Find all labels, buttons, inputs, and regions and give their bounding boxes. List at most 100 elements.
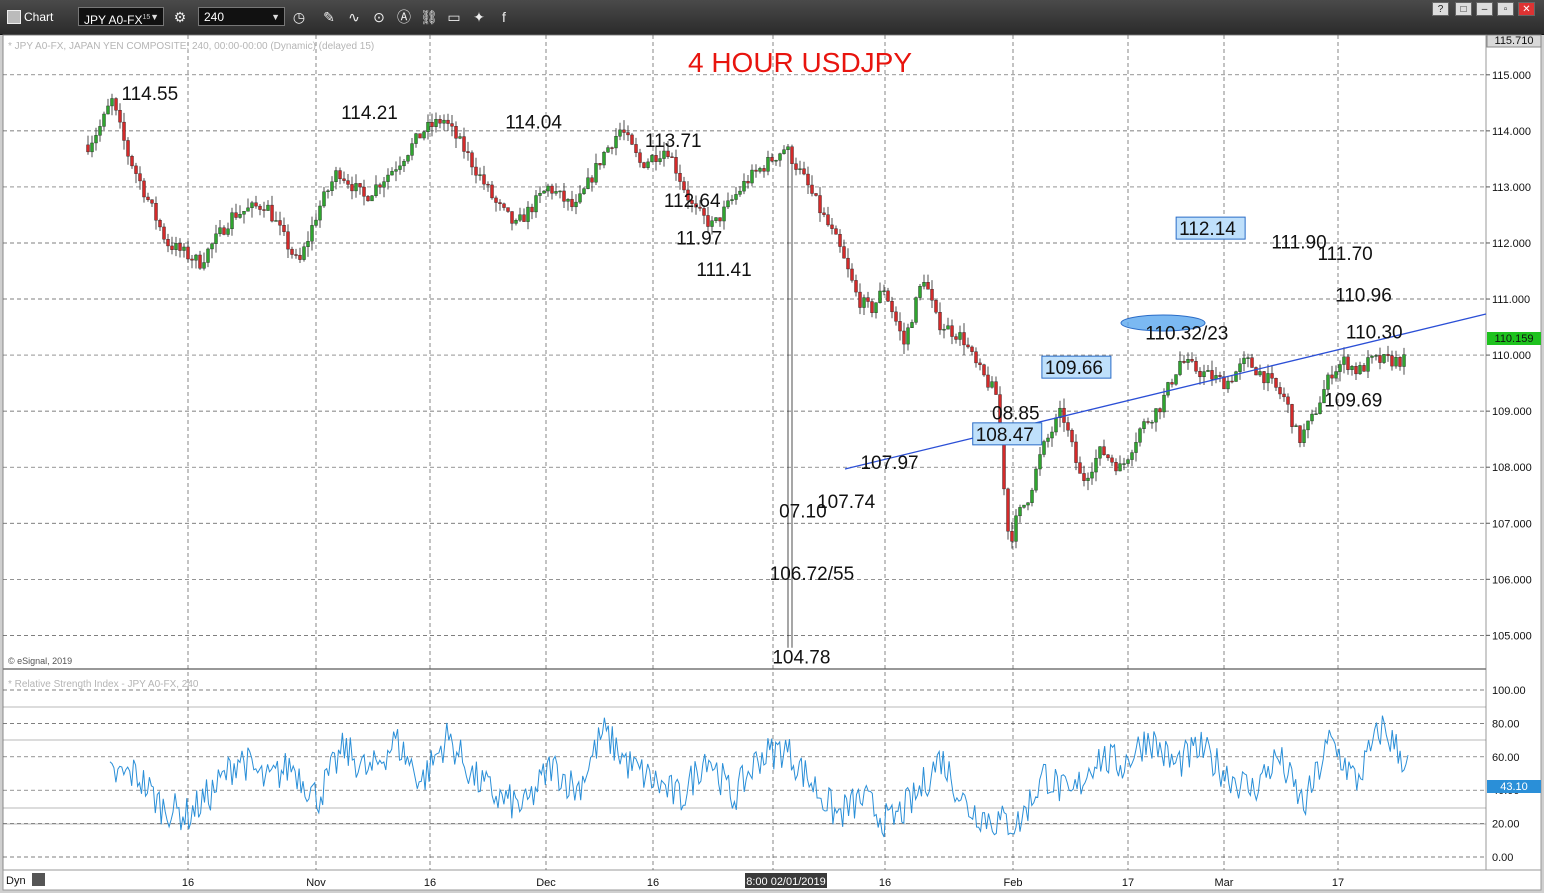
symbol-value: JPY A0-FX bbox=[84, 13, 143, 27]
candle-body bbox=[918, 286, 922, 298]
symbol-superscript: 15 bbox=[142, 14, 151, 21]
price-annotation: 114.21 bbox=[341, 103, 398, 124]
candle-body bbox=[490, 184, 494, 199]
restore-button[interactable]: □ bbox=[1455, 2, 1472, 16]
candle-body bbox=[378, 184, 382, 188]
minimize-button[interactable]: – bbox=[1476, 2, 1493, 16]
candle-body bbox=[1114, 462, 1118, 472]
candle-body bbox=[882, 290, 886, 293]
interval-selector[interactable]: 240 ▼ bbox=[198, 7, 285, 26]
candle-body bbox=[526, 206, 530, 222]
rsi-current-badge bbox=[1487, 780, 1541, 793]
candle-body bbox=[414, 133, 418, 144]
candle-body bbox=[1206, 370, 1210, 372]
alert-icon[interactable]: Ⓐ bbox=[397, 9, 411, 25]
candle-body bbox=[670, 156, 674, 158]
candle-body bbox=[346, 180, 350, 185]
close-button[interactable]: ✕ bbox=[1518, 2, 1535, 16]
candle-body bbox=[562, 190, 566, 202]
candle-body bbox=[206, 248, 210, 263]
candle-body bbox=[1030, 489, 1034, 503]
symbol-selector[interactable]: JPY A0-FX15 ▼ bbox=[78, 7, 164, 27]
candle-body bbox=[366, 196, 370, 202]
candle-body bbox=[990, 381, 994, 388]
chevron-down-icon: ▼ bbox=[150, 12, 159, 22]
candle-body bbox=[1078, 462, 1082, 474]
candle-body bbox=[334, 170, 338, 182]
candle-body bbox=[498, 202, 502, 205]
candle-body bbox=[1186, 359, 1190, 363]
candle-body bbox=[434, 119, 438, 127]
candle-body bbox=[742, 180, 746, 192]
candle-body bbox=[986, 374, 990, 388]
settings-icon[interactable]: ⚙ bbox=[173, 9, 187, 25]
line-style-icon[interactable]: ∿ bbox=[348, 9, 360, 25]
candle-body bbox=[958, 332, 962, 340]
candle-body bbox=[1358, 365, 1362, 375]
candle-body bbox=[754, 169, 758, 172]
candle-body bbox=[1038, 454, 1042, 470]
candle-body bbox=[894, 311, 898, 322]
candle-body bbox=[130, 156, 134, 167]
date-tick-label: Mar bbox=[1215, 877, 1234, 889]
candle-body bbox=[842, 246, 846, 259]
candle-body bbox=[122, 121, 126, 141]
twitter-icon[interactable]: ✦ bbox=[473, 9, 485, 25]
candle-body bbox=[1334, 371, 1338, 379]
candle-body bbox=[486, 183, 490, 186]
candle-body bbox=[654, 155, 658, 162]
candle-body bbox=[1310, 413, 1314, 422]
facebook-icon[interactable]: f bbox=[502, 9, 506, 25]
help-button[interactable]: ? bbox=[1432, 2, 1449, 16]
candle-body bbox=[142, 180, 146, 198]
candle-body bbox=[694, 203, 698, 208]
candle-body bbox=[878, 290, 882, 303]
maximize-button[interactable]: ▫ bbox=[1497, 2, 1514, 16]
candle-body bbox=[910, 322, 914, 328]
candle-body bbox=[1002, 438, 1006, 490]
price-annotation: 08.85 bbox=[992, 404, 1040, 425]
candle-body bbox=[286, 231, 290, 250]
candle-body bbox=[1386, 354, 1390, 356]
candle-body bbox=[574, 201, 578, 208]
candle-body bbox=[202, 262, 206, 269]
candle-body bbox=[890, 301, 894, 313]
price-tick-labels: 115.000 114.000 113.000 112.000 111.000 110.0… bbox=[1486, 70, 1532, 642]
chat-icon[interactable]: ▭ bbox=[447, 9, 461, 25]
copyright-label: © eSignal, 2019 bbox=[8, 656, 72, 666]
candle-body bbox=[446, 119, 450, 124]
candle-body bbox=[390, 171, 394, 176]
candle-body bbox=[570, 198, 574, 208]
candle-body bbox=[634, 144, 638, 153]
play-icon[interactable]: ⊙ bbox=[373, 9, 385, 25]
candle-body bbox=[1130, 452, 1134, 460]
candle-body bbox=[198, 254, 202, 269]
candle-body bbox=[186, 246, 190, 260]
candle-body bbox=[1274, 378, 1278, 388]
candle-body bbox=[938, 312, 942, 331]
candle-body bbox=[610, 147, 614, 149]
candle-body bbox=[830, 224, 834, 229]
candle-body bbox=[102, 113, 106, 127]
price-annotation: 111.41 bbox=[696, 260, 751, 281]
link-icon[interactable]: ⛓ bbox=[420, 9, 438, 25]
candle-body bbox=[258, 205, 262, 210]
candle-body bbox=[1342, 356, 1346, 365]
candle-body bbox=[94, 135, 98, 144]
candle-body bbox=[906, 327, 910, 345]
candle-body bbox=[942, 328, 946, 331]
candle-body bbox=[1106, 454, 1110, 459]
candle-body bbox=[946, 325, 950, 330]
candle-body bbox=[814, 193, 818, 196]
candle-body bbox=[1142, 421, 1146, 429]
candle-body bbox=[402, 160, 406, 167]
dyn-toggle-icon[interactable] bbox=[32, 873, 45, 886]
interval-value: 240 bbox=[204, 10, 225, 24]
clock-icon[interactable]: ◷ bbox=[292, 9, 306, 25]
pencil-icon[interactable]: ✎ bbox=[323, 9, 335, 25]
candle-body bbox=[1174, 374, 1178, 385]
dyn-label[interactable]: Dyn bbox=[6, 875, 26, 887]
candle-body bbox=[766, 157, 770, 172]
rsi-tick-label: 0.00 bbox=[1492, 852, 1513, 864]
